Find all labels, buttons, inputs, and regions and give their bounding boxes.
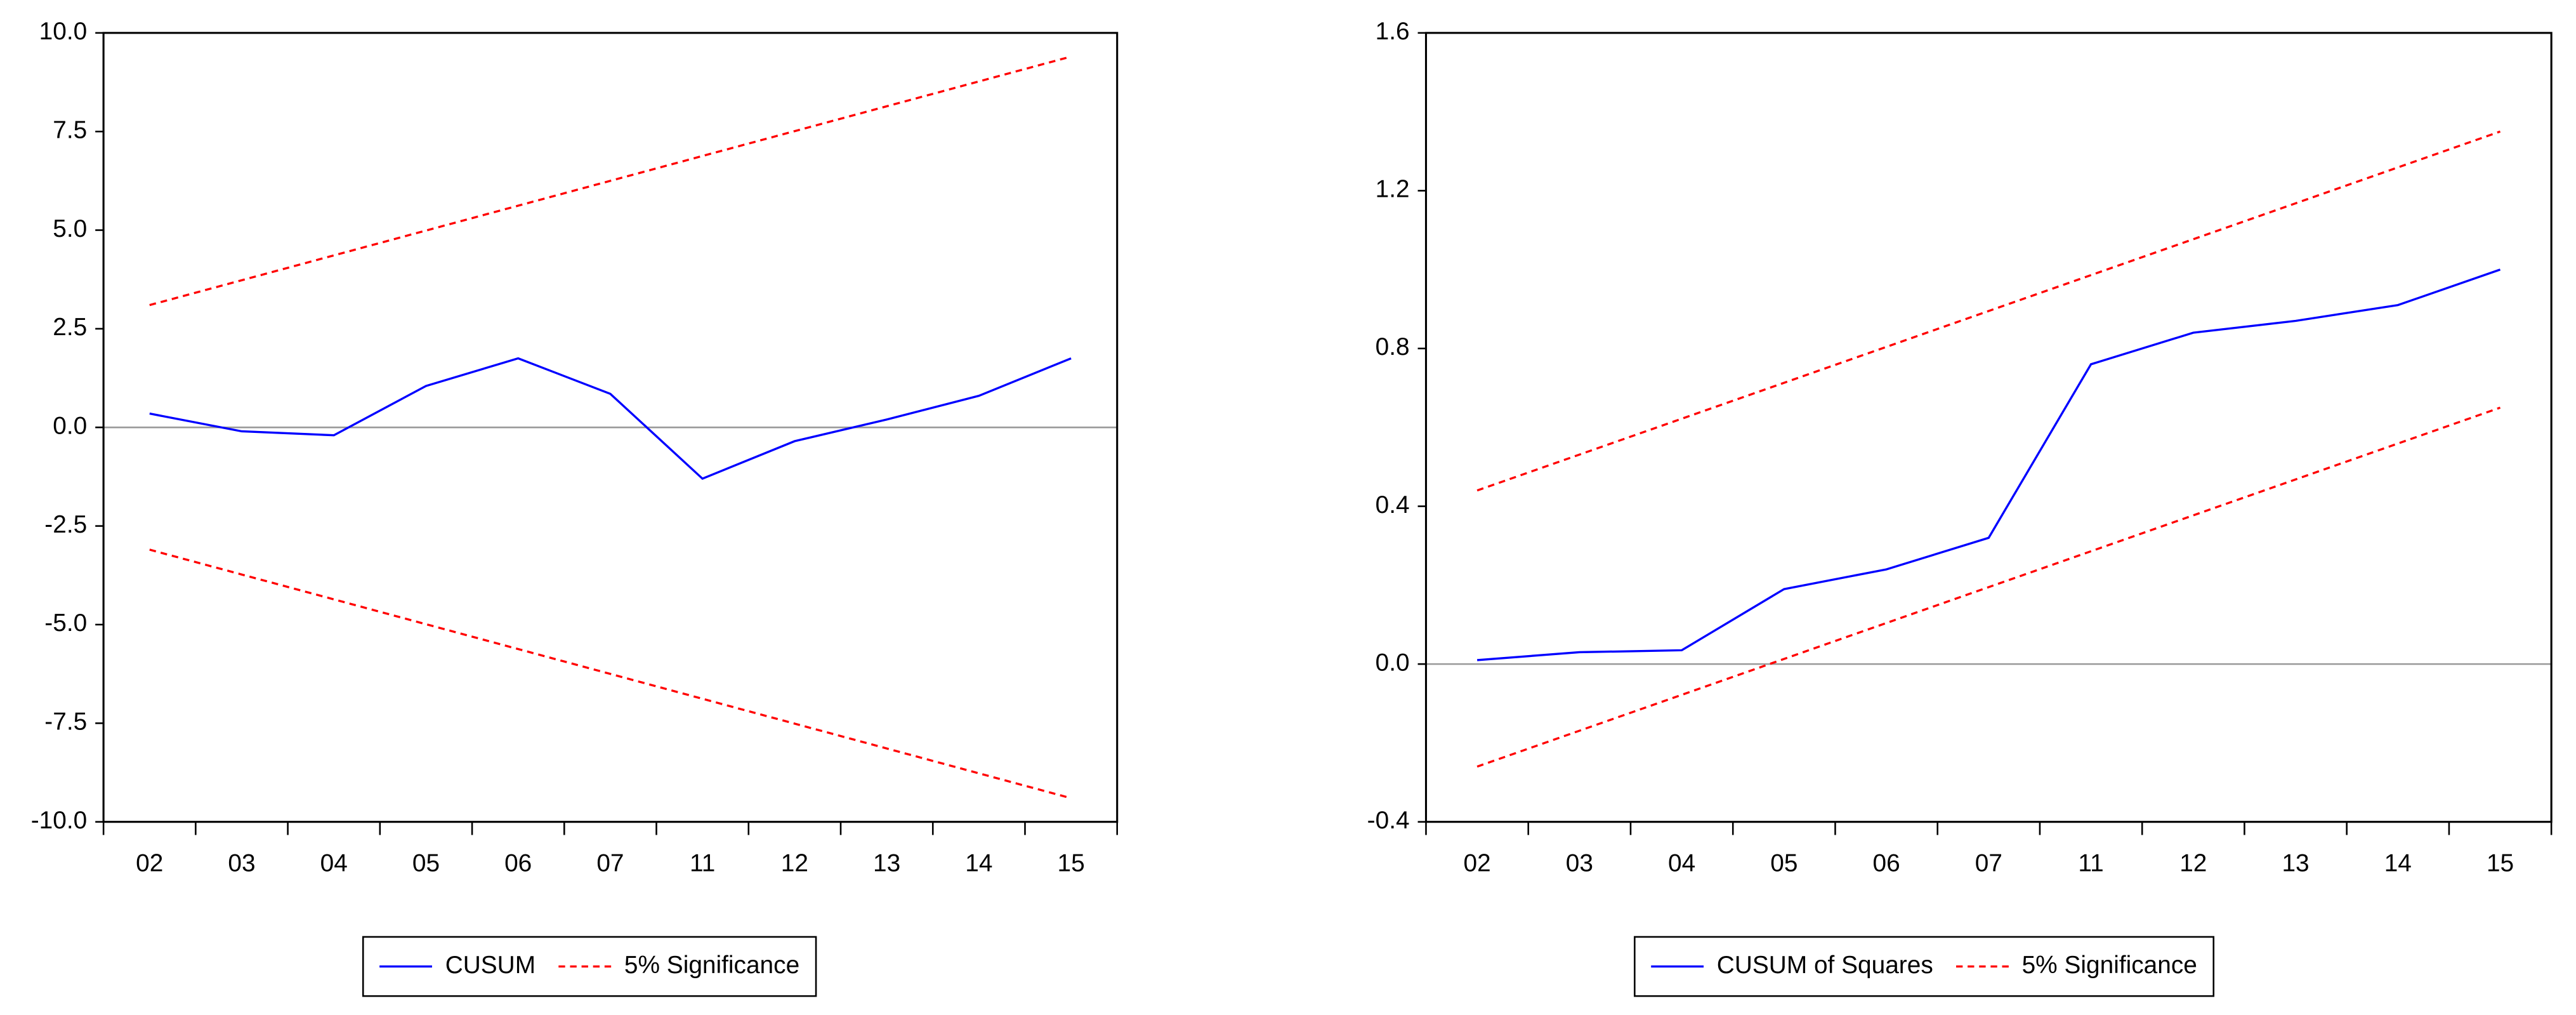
x-tick-label: 14	[965, 849, 992, 877]
series-line	[1476, 130, 2501, 492]
y-tick-label: 0.0	[53, 413, 87, 440]
x-tick-label: 06	[1872, 849, 1900, 877]
y-tick-label: -5.0	[44, 609, 87, 637]
y-tick-label: 5.0	[53, 215, 87, 242]
series-line	[149, 548, 1072, 800]
y-tick-label: 0.0	[1376, 649, 1410, 676]
y-tick-label: 7.5	[53, 116, 87, 143]
x-tick-label: 02	[136, 849, 163, 877]
x-tick-label: 12	[781, 849, 808, 877]
y-tick-label: 0.8	[1376, 333, 1410, 361]
series-line	[149, 55, 1072, 307]
plot-frame	[102, 32, 1119, 823]
x-tick-label: 11	[2078, 849, 2103, 877]
x-tick-label: 07	[1975, 849, 2002, 877]
series-line	[1476, 406, 2501, 768]
legend-label: 5% Significance	[2022, 952, 2197, 979]
legend-box	[362, 936, 817, 997]
y-tick-label: 0.4	[1376, 491, 1410, 519]
x-tick-label: 06	[504, 849, 532, 877]
x-tick-label: 05	[1770, 849, 1797, 877]
legend-label: CUSUM	[445, 952, 536, 979]
x-tick-label: 11	[690, 849, 715, 877]
x-tick-label: 13	[2282, 849, 2309, 877]
x-tick-label: 15	[1057, 849, 1084, 877]
x-tick-label: 04	[320, 849, 348, 877]
x-tick-label: 02	[1464, 849, 1491, 877]
legend-box	[1634, 936, 2215, 997]
plot-frame	[1424, 32, 2553, 823]
y-tick-label: 2.5	[53, 314, 87, 341]
y-tick-label: -2.5	[44, 511, 87, 538]
x-tick-label: 13	[873, 849, 900, 877]
x-tick-label: 15	[2487, 849, 2514, 877]
y-tick-label: 10.0	[39, 18, 88, 45]
legend-label: 5% Significance	[624, 952, 799, 979]
y-tick-label: 1.2	[1376, 176, 1410, 203]
x-tick-label: 05	[412, 849, 440, 877]
x-tick-label: 03	[1566, 849, 1593, 877]
x-tick-label: 14	[2384, 849, 2412, 877]
x-tick-label: 07	[596, 849, 624, 877]
x-tick-label: 04	[1668, 849, 1695, 877]
y-tick-label: -0.4	[1367, 807, 1410, 834]
y-tick-label: 1.6	[1376, 18, 1410, 45]
x-tick-label: 12	[2179, 849, 2207, 877]
series-line	[1476, 269, 2501, 661]
legend-label: CUSUM of Squares	[1717, 952, 1933, 979]
y-tick-label: -7.5	[44, 708, 87, 736]
y-tick-label: -10.0	[31, 807, 88, 834]
series-line	[149, 357, 1072, 481]
x-tick-label: 03	[228, 849, 255, 877]
